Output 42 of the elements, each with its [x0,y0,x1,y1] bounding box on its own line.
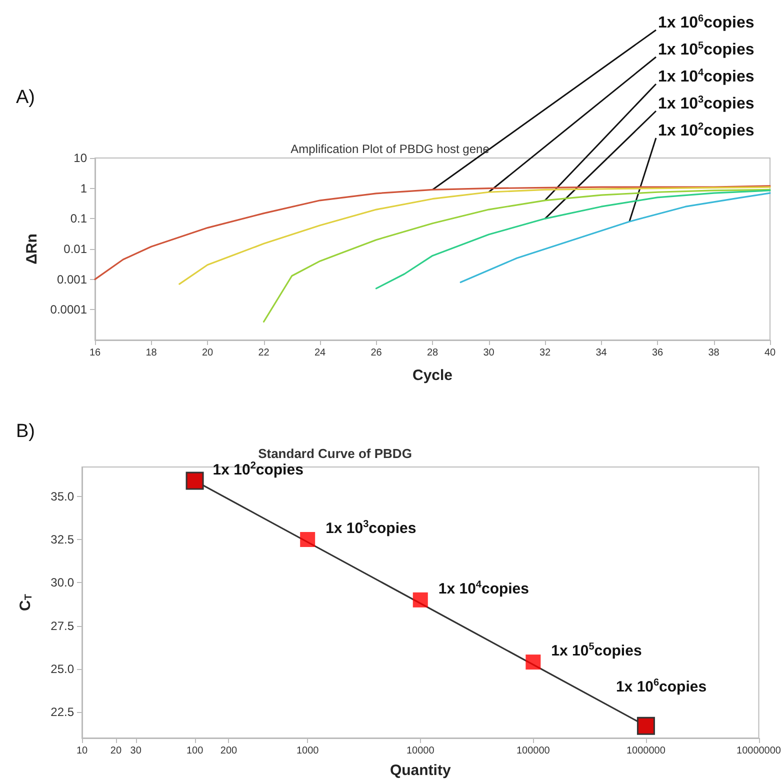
x-tick-label: 10000000 [736,746,782,756]
chart-title: Standard Curve of PBDG [258,446,412,461]
x-tick-label: 1000 [296,746,320,756]
y-tick-label: 1 [80,181,88,196]
y-tick-label: 0.01 [64,242,88,256]
y-tick-label: 27.5 [50,618,74,633]
y-axis-title: ΔRn [23,234,40,264]
x-tick-label: 20 [202,348,214,358]
x-axis-title: Cycle [412,367,453,384]
x-tick-label: 32 [539,348,551,358]
x-tick-label: 40 [764,348,776,358]
y-axis-title: CT [17,594,34,611]
y-tick-label: 30.0 [50,576,74,590]
x-tick-label: 34 [596,348,608,358]
y-tick-label: 25.0 [50,662,74,676]
x-tick-label: 36 [652,348,664,358]
y-tick-label: 0.1 [70,212,88,226]
y-tick-label: 22.5 [50,705,74,720]
x-tick-label: 100000 [516,746,550,756]
text: A) [16,87,35,108]
x-tick-label: 30 [130,746,142,756]
x-tick-label: 28 [426,348,438,358]
x-tick-label: 10000 [406,746,435,756]
y-tick-label: 32.5 [50,532,74,546]
text: B) [16,421,35,442]
x-tick-label: 30 [483,348,495,358]
y-tick-label: 0.001 [56,272,88,286]
x-tick-label: 20 [110,746,122,756]
x-tick-label: 22 [258,348,270,358]
y-tick-label: 0.0001 [50,302,88,317]
y-tick-label: 10 [74,151,88,165]
x-tick-label: 38 [708,348,720,358]
chart-title: Amplification Plot of PBDG host gene [290,142,490,156]
x-axis-title: Quantity [390,762,452,779]
x-tick-label: 200 [220,746,238,756]
y-tick-label: 35.0 [50,489,74,504]
x-tick-label: 16 [89,348,101,358]
x-tick-label: 100 [186,746,204,756]
x-tick-label: 18 [146,348,158,358]
x-tick-label: 24 [314,348,326,358]
x-tick-label: 26 [370,348,382,358]
x-tick-label: 1000000 [626,746,666,756]
